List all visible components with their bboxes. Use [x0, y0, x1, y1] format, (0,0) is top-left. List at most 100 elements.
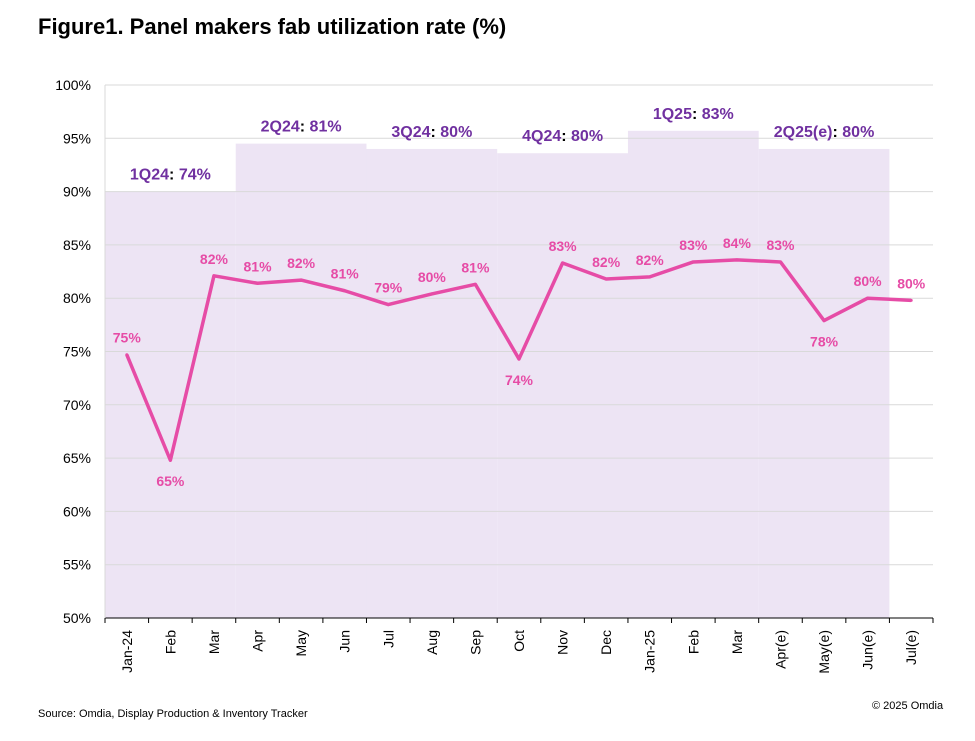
data-point-1: [168, 458, 172, 462]
quarter-band-2: [366, 148, 498, 618]
data-point-14: [735, 258, 739, 262]
quarter-label-1: 2Q24: 81%: [261, 119, 342, 136]
x-tick-label-7: Aug: [424, 630, 440, 655]
data-point-12: [648, 275, 652, 279]
quarter-labels: 1Q24: 74%2Q24: 81% 3Q24: 80% 4Q24: 80%1Q25…: [130, 106, 874, 184]
y-tick-label-2: 60%: [63, 503, 91, 519]
data-label-15: 83%: [766, 237, 795, 253]
quarter-rate-3: 80%: [571, 128, 603, 145]
quarter-band-1: [235, 143, 367, 618]
data-label-12: 82%: [636, 252, 665, 268]
data-point-4: [299, 278, 303, 282]
data-point-8: [473, 282, 477, 286]
quarter-sep-3: :: [561, 128, 571, 145]
quarter-name-3: 4Q24: [522, 128, 561, 145]
quarter-bands: [105, 130, 890, 618]
data-label-5: 81%: [331, 266, 360, 282]
data-label-13: 83%: [679, 237, 708, 253]
y-tick-label-4: 70%: [63, 397, 91, 413]
quarter-label-4: 1Q25: 83%: [653, 106, 734, 123]
data-label-11: 82%: [592, 254, 621, 270]
x-tick-label-10: Nov: [555, 630, 571, 655]
quarter-name-5: 2Q25(e): [774, 124, 833, 141]
quarter-rate-2: 80%: [440, 124, 472, 141]
x-tick-label-12: Jan-25: [642, 630, 658, 673]
data-label-4: 82%: [287, 255, 316, 271]
x-tick-label-9: Oct: [511, 630, 527, 652]
data-label-10: 83%: [549, 238, 578, 254]
quarter-rate-1: 81%: [310, 119, 342, 136]
quarter-sep-5: :: [832, 124, 842, 141]
quarter-name-0: 1Q24: [130, 167, 169, 184]
x-tick-label-18: Jul(e): [903, 630, 919, 665]
data-label-9: 74%: [505, 372, 534, 388]
data-label-16: 78%: [810, 334, 839, 350]
chart-title: Figure1. Panel makers fab utilization ra…: [38, 14, 507, 39]
line-chart: 50% 55% 60% 65% 70% 75% 80% 85% 90% 95% 100% Jan-2…: [55, 77, 934, 674]
quarter-rate-0: 74%: [179, 167, 211, 184]
data-point-18: [909, 298, 913, 302]
data-labels: 75% 65% 82% 81% 82% 81% 79% 80% 81% 74% 83% 82% 82% 8…: [113, 235, 926, 489]
copyright: © 2025 Omdia: [872, 700, 944, 712]
data-point-0: [125, 353, 129, 357]
quarter-sep-0: :: [169, 167, 179, 184]
x-tick-label-13: Feb: [685, 630, 701, 654]
y-tick-label-5: 75%: [63, 344, 91, 360]
quarter-label-3: 4Q24: 80%: [522, 128, 603, 145]
source-note: Source: Omdia, Display Production & Inve…: [38, 708, 308, 720]
data-point-13: [691, 260, 695, 264]
quarter-sep-4: :: [692, 106, 702, 123]
y-tick-label-9: 95%: [63, 130, 91, 146]
data-label-7: 80%: [418, 269, 447, 285]
data-label-6: 79%: [374, 280, 403, 296]
quarter-name-1: 2Q24: [261, 119, 300, 136]
y-tick-label-8: 90%: [63, 184, 91, 200]
y-tick-label-3: 65%: [63, 450, 91, 466]
x-tick-label-3: Apr: [250, 630, 266, 652]
y-axis-ticks: 50% 55% 60% 65% 70% 75% 80% 85% 90% 95% 100%: [55, 77, 91, 626]
y-tick-label-10: 100%: [55, 77, 91, 93]
data-point-11: [604, 277, 608, 281]
quarter-rate-4: 83%: [702, 106, 734, 123]
data-label-0: 75%: [113, 330, 142, 346]
x-tick-label-1: Feb: [162, 630, 178, 654]
data-point-15: [778, 260, 782, 264]
x-axis-ticks: Jan-24 Feb Mar Apr May Jun Jul Aug Sep Oct Nov Dec J…: [104, 618, 934, 674]
data-label-3: 81%: [244, 258, 273, 274]
x-tick-label-0: Jan-24: [119, 630, 135, 673]
gridlines: [104, 84, 933, 619]
quarter-label-2: 3Q24: 80%: [391, 124, 472, 141]
y-tick-label-1: 55%: [63, 557, 91, 573]
x-tick-label-14: Mar: [729, 630, 745, 654]
data-label-2: 82%: [200, 251, 229, 267]
y-tick-label-7: 85%: [63, 237, 91, 253]
x-tick-label-15: Apr(e): [772, 630, 788, 669]
x-tick-label-8: Sep: [467, 630, 483, 655]
data-point-5: [343, 289, 347, 293]
series: [125, 258, 913, 462]
x-tick-label-11: Dec: [598, 630, 614, 655]
data-label-14: 84%: [723, 235, 752, 251]
x-tick-label-6: Jul: [380, 630, 396, 648]
data-label-8: 81%: [461, 259, 490, 275]
data-label-17: 80%: [854, 273, 883, 289]
quarter-sep-2: :: [431, 124, 441, 141]
quarter-rate-5: 80%: [842, 124, 874, 141]
quarter-label-0: 1Q24: 74%: [130, 167, 211, 184]
quarter-band-5: [758, 148, 890, 618]
data-point-9: [517, 357, 521, 361]
data-point-16: [822, 319, 826, 323]
x-tick-label-5: Jun: [337, 630, 353, 653]
quarter-sep-1: :: [300, 119, 310, 136]
data-label-18: 80%: [897, 275, 926, 291]
data-point-10: [561, 261, 565, 265]
x-tick-label-4: May: [293, 630, 309, 656]
x-tick-label-16: May(e): [816, 630, 832, 674]
x-tick-label-17: Jun(e): [860, 630, 876, 670]
y-tick-label-6: 80%: [63, 290, 91, 306]
quarter-name-4: 1Q25: [653, 106, 692, 123]
quarter-band-4: [627, 130, 759, 618]
quarter-band-3: [497, 153, 628, 618]
data-point-17: [866, 296, 870, 300]
quarter-name-2: 3Q24: [391, 124, 430, 141]
